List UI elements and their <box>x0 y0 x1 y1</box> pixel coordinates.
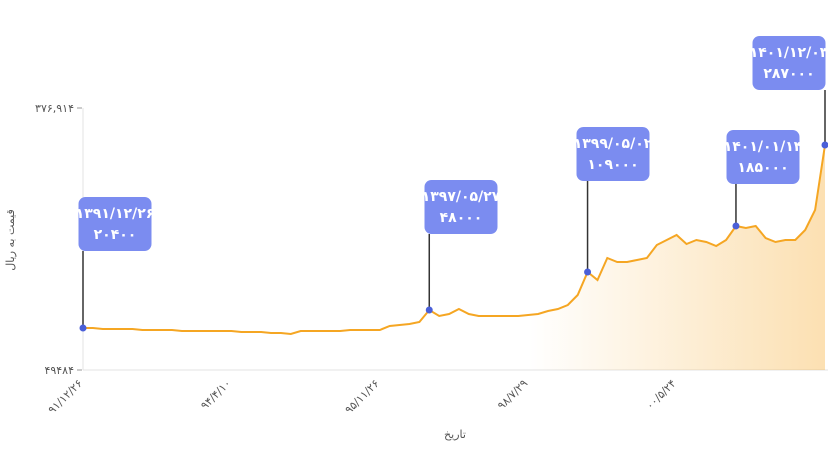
y-tick-label: ۳۷۶,۹۱۴ <box>35 102 74 115</box>
area <box>83 145 825 370</box>
annotation-price: ۱۰۹۰۰۰ <box>587 157 638 173</box>
y-axis-title: قیمت به ریال <box>4 209 17 270</box>
annotation-box <box>726 130 800 184</box>
annotation-date: ۱۳۹۷/۰۵/۲۷ <box>422 189 501 205</box>
x-tick-label: ۰۰/۵/۲۴ <box>643 377 678 412</box>
annotation-date: ۱۳۹۱/۱۲/۲۶ <box>76 206 155 222</box>
annotation-price: ۱۸۵۰۰۰ <box>737 160 788 176</box>
annotation-date: ۱۴۰۱/۱۲/۰۳ <box>750 45 828 61</box>
x-tick-label: ۹۱/۱۲/۲۶ <box>46 377 86 417</box>
y-tick-label: ۴۹۴۸۴ <box>44 364 74 377</box>
annotation-box <box>752 36 826 90</box>
annotation-date: ۱۳۹۹/۰۵/۰۲ <box>574 136 653 152</box>
annotation-box <box>576 127 650 181</box>
annotation-point <box>425 306 433 314</box>
annotation-point <box>821 141 828 149</box>
annotation-point <box>584 268 592 276</box>
x-tick-label: ۹۴/۴/۱۰ <box>198 377 233 412</box>
line <box>83 144 826 336</box>
annotation-box <box>424 180 498 234</box>
x-tick-label: ۹۵/۱۱/۲۶ <box>342 377 382 417</box>
annotation-price: ۲۰۴۰۰ <box>94 227 137 243</box>
x-tick-label: ۹۸/۷/۲۹ <box>495 377 530 412</box>
annotation-point <box>732 222 740 230</box>
x-axis-title: تاریخ <box>444 428 466 441</box>
annotation-point <box>79 324 87 332</box>
annotation-price: ۲۸۷۰۰۰ <box>763 66 814 82</box>
annotation-box <box>78 197 152 251</box>
annotation-date: ۱۴۰۱/۰۱/۱۴ <box>724 139 803 155</box>
annotation-price: ۴۸۰۰۰ <box>440 210 483 226</box>
